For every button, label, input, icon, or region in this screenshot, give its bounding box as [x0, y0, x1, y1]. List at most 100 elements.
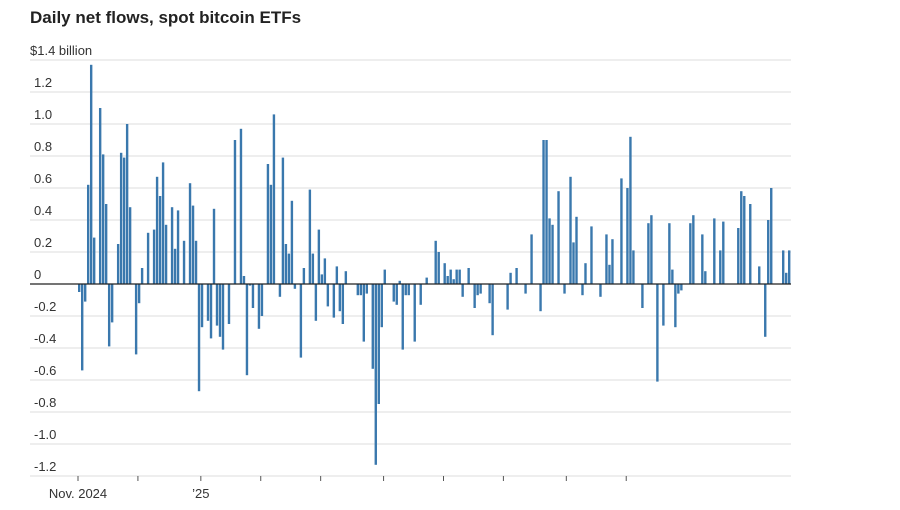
- bar: [212, 208, 216, 284]
- bar: [671, 269, 674, 284]
- bar: [278, 284, 282, 297]
- bar: [575, 216, 578, 284]
- bar: [767, 220, 770, 284]
- bar: [158, 196, 162, 284]
- bar: [308, 189, 312, 284]
- bar: [233, 140, 237, 284]
- bar: [443, 263, 446, 284]
- x-tick-label: Nov. 2024: [49, 486, 107, 501]
- bar: [194, 240, 198, 284]
- bar: [764, 284, 767, 337]
- y-tick-label: 0.2: [34, 235, 52, 250]
- bar: [704, 271, 707, 284]
- bar: [257, 284, 261, 329]
- bar: [461, 284, 464, 297]
- bar: [524, 284, 527, 294]
- bar: [320, 274, 324, 284]
- bar: [782, 250, 785, 284]
- bar: [383, 269, 386, 284]
- bar: [788, 250, 791, 284]
- bar: [122, 157, 126, 284]
- bar: [293, 284, 297, 289]
- bar: [674, 284, 677, 328]
- bar: [98, 108, 102, 284]
- bar: [722, 221, 725, 284]
- x-tick-label: ’25: [192, 486, 209, 501]
- bar: [413, 284, 416, 342]
- bar: [140, 268, 144, 284]
- bar: [344, 271, 348, 284]
- bar: [287, 253, 291, 284]
- bar: [407, 284, 410, 296]
- bar: [668, 223, 671, 284]
- bar: [590, 226, 593, 284]
- y-tick-label: 0.6: [34, 171, 52, 186]
- bar: [341, 284, 345, 324]
- bar: [245, 284, 249, 376]
- bar: [737, 228, 740, 284]
- bar: [680, 284, 683, 291]
- bar: [404, 284, 407, 296]
- bar: [692, 215, 695, 284]
- bar: [200, 284, 204, 328]
- bars: [78, 64, 791, 465]
- bar: [647, 223, 650, 284]
- bar: [743, 196, 746, 284]
- bar: [491, 284, 494, 336]
- bar: [605, 234, 608, 284]
- bar: [78, 284, 81, 292]
- bar: [86, 184, 90, 284]
- chart-title: Daily net flows, spot bitcoin ETFs: [30, 8, 302, 27]
- bar: [689, 223, 692, 284]
- bar: [107, 284, 111, 347]
- bar: [656, 284, 659, 382]
- bar: [545, 140, 548, 284]
- bar: [701, 234, 704, 284]
- bar: [770, 188, 773, 284]
- bar: [458, 269, 461, 284]
- bar: [455, 269, 458, 284]
- bar: [206, 284, 210, 321]
- bar: [191, 205, 195, 284]
- bar: [182, 240, 186, 284]
- bar: [146, 232, 150, 284]
- bar: [557, 191, 560, 284]
- bar: [221, 284, 225, 350]
- bar: [242, 276, 246, 284]
- bar: [611, 239, 614, 284]
- bar: [719, 250, 722, 284]
- bar: [542, 140, 545, 284]
- bar: [359, 284, 363, 296]
- y-tick-label: -0.8: [34, 395, 56, 410]
- bar: [137, 284, 141, 304]
- y-tick-label: 1.2: [34, 75, 52, 90]
- y-tick-label: -0.2: [34, 299, 56, 314]
- bar: [218, 284, 222, 337]
- bar: [155, 176, 159, 284]
- bar: [563, 284, 566, 294]
- bar: [362, 284, 365, 342]
- bar: [506, 284, 509, 310]
- bar: [197, 284, 201, 392]
- bar: [299, 284, 303, 358]
- bar: [290, 200, 294, 284]
- bar: [515, 268, 518, 284]
- bar: [152, 229, 156, 284]
- bar: [209, 284, 213, 339]
- bar: [377, 284, 380, 404]
- bar: [650, 215, 653, 284]
- bar: [572, 242, 575, 284]
- bar: [380, 284, 383, 328]
- y-tick-label: -0.6: [34, 363, 56, 378]
- bar: [599, 284, 602, 297]
- bar: [332, 284, 336, 318]
- bar: [281, 157, 285, 284]
- bar: [338, 284, 342, 312]
- y-tick-label: -0.4: [34, 331, 56, 346]
- bar: [584, 263, 587, 284]
- bar: [227, 284, 231, 324]
- bar: [284, 244, 288, 284]
- bar: [569, 176, 572, 284]
- bar: [452, 279, 455, 284]
- bar: [620, 178, 623, 284]
